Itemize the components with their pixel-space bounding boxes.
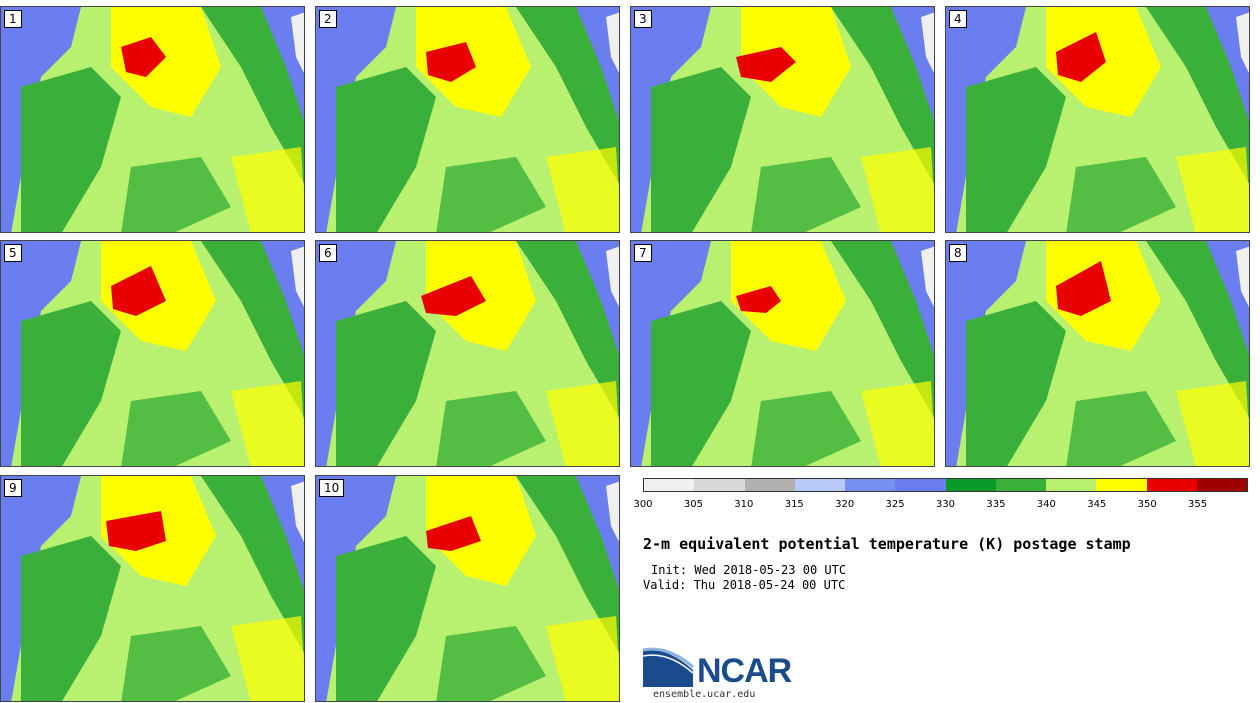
colorbar-segment bbox=[1096, 479, 1147, 491]
ncar-logo-icon bbox=[643, 647, 694, 687]
colorbar-tick-label: 320 bbox=[835, 499, 855, 510]
colorbar-segment bbox=[644, 479, 695, 491]
colorbar-segment bbox=[1196, 479, 1247, 491]
panel-member-3: 3 bbox=[630, 6, 935, 233]
init-time: Init: Wed 2018-05-23 00 UTC bbox=[651, 563, 847, 577]
colorbar-tick-label: 335 bbox=[986, 499, 1006, 510]
colorbar-segment bbox=[1146, 479, 1197, 491]
valid-time: Valid: Thu 2018-05-24 00 UTC bbox=[643, 578, 846, 592]
map-image bbox=[946, 7, 1249, 232]
panel-member-5: 5 bbox=[0, 240, 305, 467]
colorbar-tick-label: 340 bbox=[1036, 499, 1056, 510]
panel-member-7: 7 bbox=[630, 240, 935, 467]
panel-label: 3 bbox=[634, 10, 652, 28]
colorbar-segment bbox=[794, 479, 845, 491]
map-image bbox=[631, 7, 934, 232]
chart-title: 2-m equivalent potential temperature (K)… bbox=[643, 535, 1131, 553]
panel-label: 9 bbox=[4, 479, 22, 497]
panel-label: 10 bbox=[319, 479, 345, 497]
panel-label: 4 bbox=[949, 10, 967, 28]
colorbar-tick-label: 310 bbox=[734, 499, 754, 510]
panel-member-9: 9 bbox=[0, 475, 305, 702]
colorbar-segment bbox=[995, 479, 1046, 491]
panel-member-2: 2 bbox=[315, 6, 620, 233]
logo-url: ensemble.ucar.edu bbox=[653, 689, 756, 700]
panel-member-10: 10 bbox=[315, 475, 620, 702]
panel-label: 8 bbox=[949, 244, 967, 262]
map-image bbox=[1, 476, 304, 701]
colorbar-tick-label: 325 bbox=[885, 499, 905, 510]
colorbar-segment bbox=[1046, 479, 1097, 491]
colorbar-segment bbox=[895, 479, 946, 491]
colorbar-tick-label: 355 bbox=[1188, 499, 1208, 510]
colorbar-segment bbox=[694, 479, 745, 491]
map-image bbox=[316, 241, 619, 466]
colorbar-tick-label: 300 bbox=[633, 499, 653, 510]
map-image bbox=[631, 241, 934, 466]
panel-label: 2 bbox=[319, 10, 337, 28]
map-image bbox=[946, 241, 1249, 466]
map-image bbox=[316, 7, 619, 232]
panel-member-1: 1 bbox=[0, 6, 305, 233]
panel-label: 7 bbox=[634, 244, 652, 262]
logo-text: NCAR bbox=[697, 652, 792, 690]
panel-member-4: 4 bbox=[945, 6, 1250, 233]
colorbar-tick-label: 330 bbox=[935, 499, 956, 510]
colorbar-tick-label: 315 bbox=[784, 499, 804, 510]
colorbar-tick-label: 345 bbox=[1087, 499, 1107, 510]
map-image bbox=[316, 476, 619, 701]
colorbar-segment bbox=[945, 479, 996, 491]
panel-member-8: 8 bbox=[945, 240, 1250, 467]
colorbar-tick-label: 350 bbox=[1137, 499, 1157, 510]
colorbar-segment bbox=[744, 479, 795, 491]
panel-label: 1 bbox=[4, 10, 22, 28]
colorbar-segment bbox=[845, 479, 896, 491]
colorbar bbox=[643, 478, 1248, 492]
map-image bbox=[1, 7, 304, 232]
panel-label: 6 bbox=[319, 244, 337, 262]
colorbar-tick-label: 305 bbox=[683, 499, 703, 510]
panel-member-6: 6 bbox=[315, 240, 620, 467]
panel-label: 5 bbox=[4, 244, 22, 262]
map-image bbox=[1, 241, 304, 466]
colorbar-ticks: 300 305 310 315 320 325 330 335 340 345 350 355 bbox=[633, 499, 1248, 513]
